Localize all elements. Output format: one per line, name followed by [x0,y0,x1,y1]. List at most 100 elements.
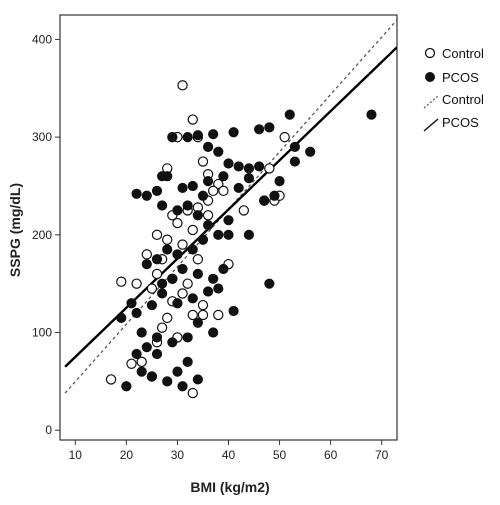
fit-line-pcos [64,46,397,368]
control-point [116,276,127,287]
pcos-point [177,263,188,275]
pcos-point [243,229,255,240]
pcos-point [366,109,377,120]
solid-line-icon [423,118,439,132]
pcos-point [162,244,173,255]
pcos-point [213,146,224,157]
series-pcos [116,109,377,392]
control-point [197,156,209,167]
pcos-point [182,200,193,211]
filled-circle-icon [425,72,435,82]
pcos-point [233,182,244,194]
pcos-point [172,205,183,216]
pcos-point [208,273,219,284]
pcos-point [182,132,193,143]
control-point [187,309,198,321]
x-tick-label: 50 [273,448,287,462]
control-point [187,114,198,125]
pcos-point [228,127,239,138]
pcos-point [228,305,239,317]
control-point [197,309,209,321]
pcos-point [146,371,158,382]
pcos-point [157,171,168,182]
control-point [279,131,290,143]
control-point [162,234,173,245]
y-tick-label: 300 [32,130,52,144]
pcos-point [131,307,142,319]
control-point [213,178,224,190]
control-point [192,254,204,265]
x-tick-label: 20 [120,448,134,462]
pcos-point [223,158,234,169]
pcos-point [151,185,163,196]
pcos-point [141,259,152,270]
x-tick-label: 40 [222,448,236,462]
pcos-point [157,200,168,211]
control-point [182,278,193,289]
y-axis-label: SSPG (mg/dL) [7,183,23,277]
pcos-point [213,229,224,240]
pcos-point [269,190,280,201]
legend-item-pcos-fit: PCOS [423,115,479,132]
pcos-point [264,278,275,289]
pcos-point [192,317,203,328]
pcos-point [167,273,178,284]
fit-lines [64,19,397,394]
pcos-point [126,298,137,309]
pcos-point [182,332,193,343]
pcos-point [197,190,209,201]
pcos-point [167,132,178,143]
control-point [187,224,198,236]
control-point [136,356,147,368]
control-point [151,229,163,241]
data-points [105,80,377,399]
pcos-point [254,124,265,135]
control-point [177,239,188,250]
control-point [172,217,183,229]
control-point [187,387,198,399]
control-point [213,309,224,321]
x-tick-label: 10 [69,448,83,462]
pcos-point [274,175,285,187]
open-circle-icon [424,47,436,59]
pcos-point [141,342,152,353]
y-tick-label: 200 [32,228,52,242]
pcos-point [223,229,234,240]
control-point [105,374,117,385]
pcos-point [202,219,214,231]
control-point [156,322,168,333]
pcos-point [202,286,214,297]
control-point [218,185,229,197]
pcos-point [141,190,152,201]
fit-line-control [64,19,397,394]
pcos-point [192,210,203,221]
pcos-point [151,332,163,343]
pcos-point [151,254,163,265]
pcos-point [208,129,219,140]
legend-label-pcos-points: PCOS [442,70,479,85]
pcos-point [305,146,316,157]
control-point [207,185,219,197]
pcos-point [233,161,244,172]
pcos-point [192,374,203,385]
pcos-point [264,122,275,133]
pcos-point [218,171,229,182]
y-tick-label: 400 [32,32,52,46]
legend-label-control-points: Control [442,46,484,61]
pcos-point [172,249,183,260]
pcos-point [162,376,173,387]
x-tick-label: 30 [171,448,185,462]
pcos-point [243,163,255,174]
pcos-point [177,182,188,194]
legend-item-control-fit: Control [423,92,484,109]
pcos-point [289,141,300,152]
pcos-point [259,195,270,206]
control-point [202,210,214,221]
pcos-point [157,288,168,299]
pcos-point [182,356,193,367]
control-point [126,358,137,369]
control-point [131,278,142,289]
y-axis: 0 100 200 300 400 [32,32,60,437]
control-point [141,249,153,260]
